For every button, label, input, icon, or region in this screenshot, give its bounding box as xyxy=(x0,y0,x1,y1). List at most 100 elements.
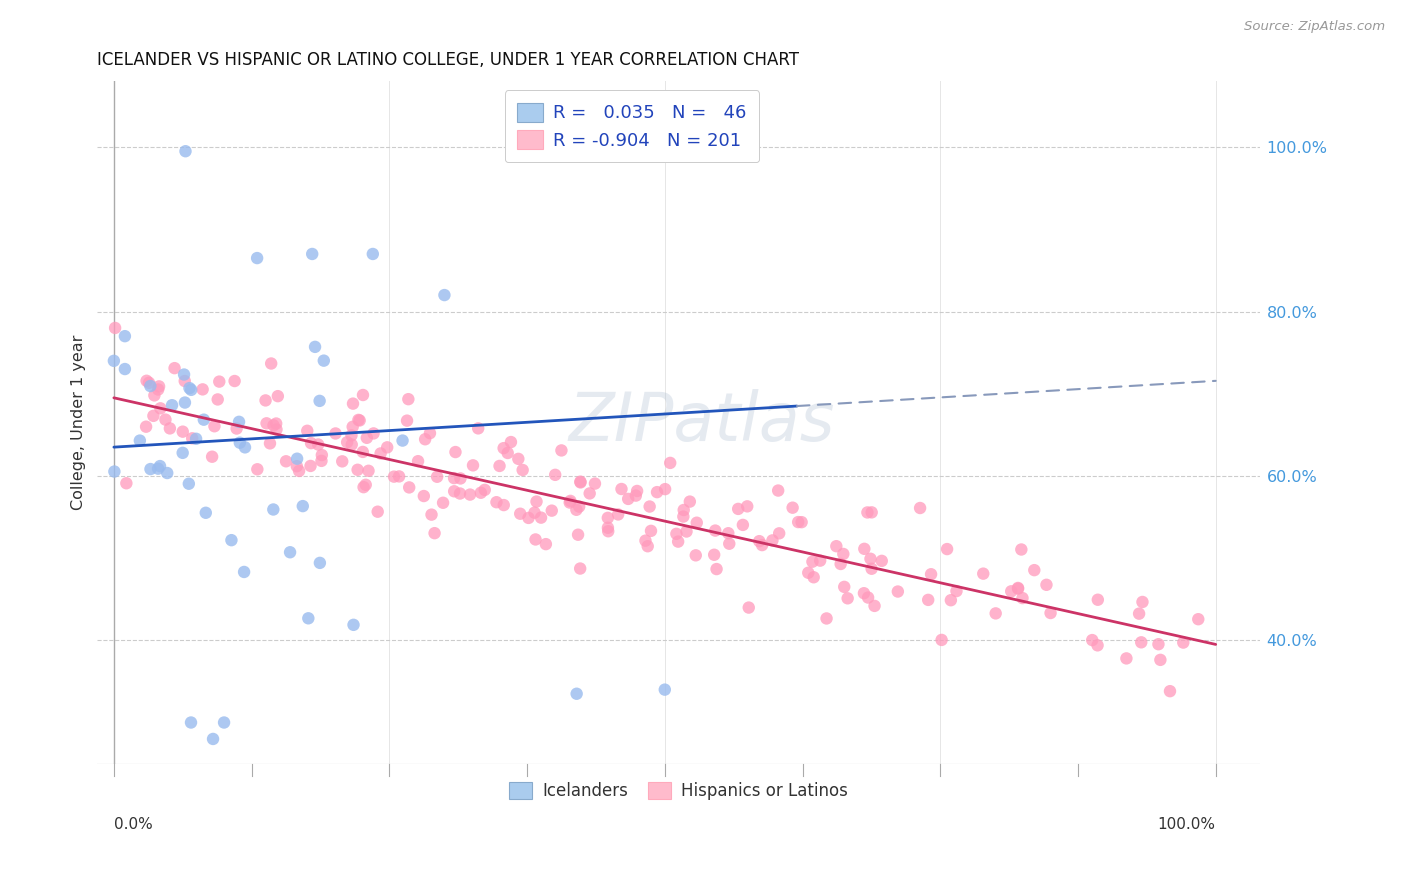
Point xyxy=(349,413,371,427)
Point xyxy=(181,431,204,445)
Point xyxy=(569,561,592,575)
Point xyxy=(485,495,508,509)
Point xyxy=(1024,563,1046,577)
Point xyxy=(207,392,229,407)
Point xyxy=(523,506,546,520)
Point xyxy=(751,538,773,552)
Point xyxy=(569,475,592,490)
Point xyxy=(524,533,547,547)
Point xyxy=(666,534,689,549)
Point xyxy=(870,554,893,568)
Point xyxy=(860,505,883,519)
Point xyxy=(423,526,446,541)
Point xyxy=(382,469,405,483)
Point xyxy=(263,418,285,433)
Point xyxy=(259,436,281,450)
Point xyxy=(856,591,879,605)
Point xyxy=(860,562,883,576)
Point xyxy=(114,362,136,376)
Point xyxy=(139,379,162,393)
Point xyxy=(361,247,384,261)
Point xyxy=(128,434,150,448)
Point xyxy=(233,441,256,455)
Point xyxy=(887,584,910,599)
Point xyxy=(285,459,308,474)
Point xyxy=(1173,635,1195,649)
Point xyxy=(567,527,589,541)
Point xyxy=(617,491,640,506)
Point xyxy=(1132,595,1154,609)
Point xyxy=(984,607,1007,621)
Point xyxy=(212,715,235,730)
Point xyxy=(194,506,217,520)
Point xyxy=(492,441,515,455)
Point xyxy=(191,383,214,397)
Point xyxy=(173,374,195,388)
Point xyxy=(638,500,661,514)
Point xyxy=(626,483,648,498)
Point xyxy=(830,557,852,571)
Point xyxy=(297,611,319,625)
Point xyxy=(363,426,385,441)
Text: 100.0%: 100.0% xyxy=(1157,817,1216,832)
Point xyxy=(1007,582,1029,596)
Point xyxy=(342,617,364,632)
Point xyxy=(761,533,783,548)
Point xyxy=(718,537,741,551)
Point xyxy=(291,499,314,513)
Point xyxy=(224,374,246,388)
Point xyxy=(672,509,695,524)
Point xyxy=(565,503,588,517)
Point xyxy=(146,461,169,475)
Point xyxy=(569,475,592,489)
Point xyxy=(470,485,492,500)
Point xyxy=(610,482,633,496)
Point xyxy=(163,361,186,376)
Point xyxy=(509,507,531,521)
Point xyxy=(1081,633,1104,648)
Point xyxy=(225,421,247,435)
Point xyxy=(115,476,138,491)
Point xyxy=(526,494,548,508)
Point xyxy=(735,500,758,514)
Point xyxy=(301,247,323,261)
Point xyxy=(917,593,939,607)
Legend: Icelanders, Hispanics or Latinos: Icelanders, Hispanics or Latinos xyxy=(502,775,855,806)
Point xyxy=(311,454,333,468)
Point xyxy=(558,495,581,509)
Point xyxy=(703,548,725,562)
Point xyxy=(607,508,630,522)
Point xyxy=(299,458,322,473)
Point xyxy=(221,533,243,548)
Point xyxy=(474,483,496,497)
Point xyxy=(624,489,647,503)
Point xyxy=(544,467,567,482)
Point xyxy=(634,533,657,548)
Point xyxy=(675,524,697,539)
Point xyxy=(832,547,855,561)
Point xyxy=(346,463,368,477)
Point xyxy=(267,389,290,403)
Point xyxy=(583,476,606,491)
Point xyxy=(731,517,754,532)
Point xyxy=(686,516,709,530)
Point xyxy=(352,445,374,459)
Point xyxy=(340,437,363,451)
Point xyxy=(159,421,181,435)
Point xyxy=(801,555,824,569)
Point xyxy=(142,409,165,423)
Point xyxy=(461,458,484,473)
Point xyxy=(672,503,695,517)
Point xyxy=(229,435,252,450)
Point xyxy=(449,471,471,485)
Point xyxy=(149,459,172,474)
Point xyxy=(654,482,676,496)
Point xyxy=(1147,637,1170,651)
Point xyxy=(311,448,333,462)
Text: ICELANDER VS HISPANIC OR LATINO COLLEGE, UNDER 1 YEAR CORRELATION CHART: ICELANDER VS HISPANIC OR LATINO COLLEGE,… xyxy=(97,51,800,69)
Point xyxy=(312,353,335,368)
Point xyxy=(367,505,389,519)
Point xyxy=(467,421,489,435)
Point xyxy=(419,426,441,441)
Point xyxy=(444,445,467,459)
